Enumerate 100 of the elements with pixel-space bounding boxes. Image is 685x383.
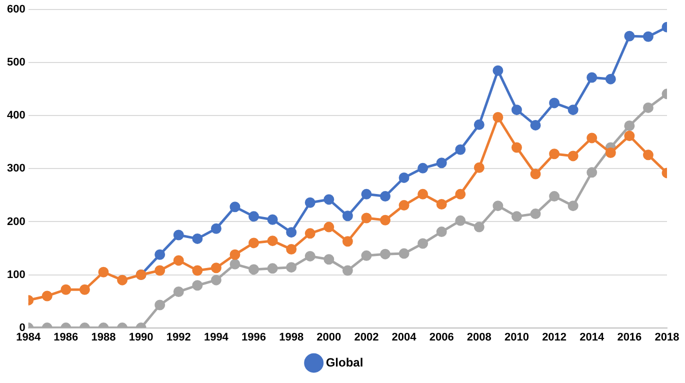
point (304, 250, 316, 262)
point (642, 31, 654, 42)
x-tick-label: 2018 (654, 331, 680, 344)
point (342, 265, 353, 276)
x-tick-label: 1988 (91, 331, 116, 344)
point (286, 262, 297, 273)
point (173, 255, 184, 266)
point (530, 168, 541, 180)
point (586, 167, 598, 178)
x-tick-label: 2006 (429, 331, 454, 344)
point (398, 200, 410, 211)
point (42, 290, 52, 302)
y-tick-label: 300 (6, 162, 26, 175)
point (98, 266, 109, 278)
point (324, 194, 334, 205)
point (398, 248, 410, 259)
point (117, 274, 128, 286)
x-tick-label: 1996 (242, 331, 266, 344)
point (173, 230, 184, 240)
x-tick-label: 2008 (466, 331, 492, 344)
point (230, 202, 240, 212)
point (492, 200, 504, 212)
point (624, 30, 635, 42)
x-tick-label: 1986 (54, 331, 78, 344)
point (154, 265, 166, 276)
x-tick-label: 2010 (504, 331, 529, 344)
x-tick-label: 2000 (316, 331, 342, 344)
point (267, 236, 278, 246)
point (342, 210, 353, 222)
point (624, 130, 635, 142)
point (304, 228, 316, 239)
point (436, 198, 447, 210)
point (154, 300, 166, 310)
point (192, 280, 203, 291)
point (492, 112, 504, 123)
point (342, 236, 353, 247)
point (549, 148, 560, 160)
point (511, 104, 522, 116)
point (361, 250, 372, 261)
point (324, 254, 334, 265)
x-tick-label: 1992 (166, 331, 191, 344)
point (511, 142, 522, 153)
x-tick-label: 2004 (392, 331, 418, 344)
point (380, 214, 390, 226)
point (549, 191, 560, 202)
point (418, 188, 428, 200)
point (192, 233, 203, 244)
x-tick-label: 2016 (617, 331, 642, 344)
point (210, 223, 222, 234)
point (154, 249, 166, 260)
point (418, 238, 428, 249)
x-tick-label: 1998 (279, 331, 304, 344)
point (248, 238, 260, 248)
point (642, 102, 654, 113)
point (380, 248, 390, 260)
point (210, 274, 222, 286)
point (267, 263, 278, 274)
point (418, 162, 428, 174)
y-tick-label: 400 (6, 110, 26, 122)
point (230, 249, 240, 260)
point (624, 120, 635, 131)
point (455, 188, 466, 200)
point (380, 191, 390, 202)
point (530, 208, 541, 220)
point (474, 162, 484, 173)
point (210, 262, 222, 274)
y-tick-label: 0 (19, 322, 26, 334)
point (530, 120, 541, 130)
point (398, 172, 410, 183)
point (492, 65, 504, 76)
point (511, 211, 522, 222)
y-tick-label: 100 (6, 268, 26, 281)
x-tick-label: 1994 (204, 331, 230, 344)
y-tick-label: 200 (6, 216, 26, 228)
point (286, 227, 297, 238)
x-tick-label: 1990 (128, 331, 154, 344)
y-tick-label: 600 (6, 4, 26, 16)
point (605, 148, 616, 158)
point (568, 150, 578, 162)
point (586, 72, 598, 83)
x-tick-label: 1984 (16, 331, 42, 344)
point (549, 98, 560, 108)
point (173, 286, 184, 297)
x-tick-label: 2012 (542, 331, 567, 344)
point (304, 197, 316, 208)
legend-label: Global (326, 355, 364, 370)
point (286, 244, 297, 255)
point (474, 222, 484, 232)
point (60, 284, 72, 295)
point (361, 188, 372, 200)
point (605, 74, 616, 84)
point (192, 265, 203, 276)
point (642, 150, 654, 160)
x-tick-label: 2014 (580, 331, 605, 344)
point (586, 132, 598, 144)
point (568, 200, 578, 212)
y-tick-label: 500 (6, 56, 26, 69)
point (568, 104, 578, 116)
point (361, 212, 372, 224)
point (474, 119, 484, 130)
